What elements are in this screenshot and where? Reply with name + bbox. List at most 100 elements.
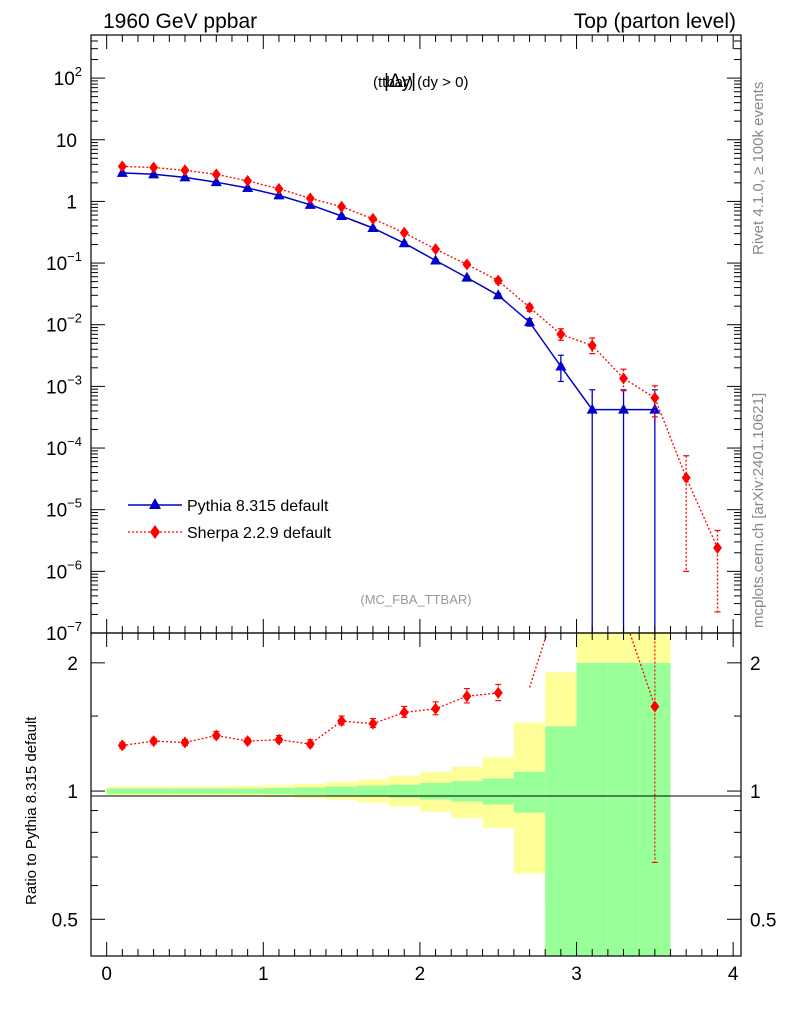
ratio-y-tick-label: 0.5 <box>52 910 78 931</box>
data-point-sherpa <box>305 192 315 205</box>
inner-band-bin <box>200 788 232 794</box>
data-point-sherpa <box>180 164 190 177</box>
data-point-pythia <box>179 171 191 182</box>
x-tick-label: 0 <box>101 964 112 985</box>
data-point-pythia <box>242 181 254 192</box>
ratio-data-point <box>305 737 315 750</box>
data-point-pythia <box>430 254 442 265</box>
inner-band-bin <box>169 788 201 794</box>
inner-band-bin <box>294 787 326 795</box>
y-tick-label: 10−7 <box>46 619 82 645</box>
data-point-sherpa <box>619 372 629 385</box>
ratio-series-layer <box>117 633 660 863</box>
data-point-sherpa <box>117 160 127 173</box>
ratio-y-tick-label: 1 <box>67 782 78 803</box>
data-point-sherpa <box>399 226 409 239</box>
data-point-sherpa <box>525 301 535 314</box>
inner-band-bin <box>451 781 483 802</box>
mcplots-label: mcplots.cern.ch [arXiv:2401.10621] <box>750 393 767 628</box>
series-line-pythia <box>122 172 655 411</box>
main-panel-frame <box>90 34 742 634</box>
data-point-sherpa <box>650 391 660 404</box>
legend-pythia-marker <box>149 498 161 509</box>
inner-band-bin <box>231 788 264 794</box>
rivet-version-label: Rivet 4.1.0, ≥ 100k events <box>750 82 767 255</box>
ratio-data-point <box>650 700 660 713</box>
data-point-sherpa <box>431 243 441 256</box>
ratio-data-point <box>243 735 253 748</box>
ratio-data-point <box>149 735 159 748</box>
inner-band-bin <box>137 788 170 794</box>
data-point-sherpa <box>681 471 691 484</box>
data-point-pythia <box>398 237 410 248</box>
ratio-y-tick-label-right: 0.5 <box>750 910 776 931</box>
inner-band-bin <box>357 785 389 797</box>
inner-band-bin <box>576 662 608 956</box>
ratio-data-point <box>180 736 190 749</box>
ratio-y-tick-label-right: 1 <box>750 782 761 803</box>
data-point-pythia <box>524 316 536 327</box>
header-energy-label: 1960 GeV ppbar <box>103 10 257 33</box>
ratio-data-point <box>211 729 221 742</box>
y-tick-label: 10−1 <box>46 249 82 275</box>
analysis-tag: (MC_FBA_TTBAR) <box>360 592 471 607</box>
legend: Pythia 8.315 default Sherpa 2.2.9 defaul… <box>128 498 332 542</box>
data-point-sherpa <box>243 174 253 187</box>
y-tick-label: 10 <box>56 131 77 152</box>
plot-title: |Δy| <box>384 71 416 92</box>
ratio-axis-ticks: 0.5 0.5 1 1 2 2 0 1 2 3 4 <box>52 633 776 985</box>
y-tick-label: 10−3 <box>46 372 82 398</box>
ratio-y-axis-label: Ratio to Pythia 8.315 default <box>23 716 40 905</box>
inner-band-bin <box>419 782 452 800</box>
main-axis-ticks: 102 10 1 10−1 10−2 10−3 10−4 10−5 10−6 10−7 <box>46 34 741 645</box>
ratio-y-tick-label-right: 2 <box>750 654 761 675</box>
y-tick-label: 1 <box>66 192 77 213</box>
data-point-sherpa <box>587 339 597 352</box>
uncertainty-bands <box>106 633 671 956</box>
ratio-data-point <box>462 690 472 703</box>
series-line-sherpa <box>122 165 719 549</box>
inner-band-bin <box>482 778 514 805</box>
data-point-sherpa <box>149 161 159 174</box>
legend-sherpa-marker <box>150 525 160 539</box>
inner-band-bin <box>388 784 420 798</box>
y-tick-label: 102 <box>54 64 82 90</box>
data-point-sherpa <box>274 182 284 195</box>
main-series-layer <box>116 160 723 633</box>
x-tick-label: 3 <box>571 964 582 985</box>
inner-band-bin <box>607 662 640 956</box>
data-point-pythia <box>492 289 504 300</box>
y-tick-label: 10−2 <box>46 311 82 337</box>
x-tick-label: 1 <box>258 964 269 985</box>
data-point-pythia <box>586 403 598 414</box>
data-point-sherpa <box>462 258 472 271</box>
data-point-pythia <box>210 176 222 187</box>
ratio-y-tick-label: 2 <box>67 654 78 675</box>
data-point-sherpa <box>493 274 503 287</box>
inner-band-bin <box>545 726 577 956</box>
ratio-series-line <box>122 692 499 747</box>
ratio-offscale-line <box>528 633 656 707</box>
ratio-data-point <box>431 702 441 715</box>
data-point-sherpa <box>713 541 723 554</box>
inner-band-bin <box>513 771 546 813</box>
ratio-data-point <box>117 739 127 752</box>
data-point-pythia <box>649 403 661 414</box>
data-point-pythia <box>461 271 473 282</box>
data-point-pythia <box>555 360 567 371</box>
inner-band-bin <box>325 786 358 796</box>
inner-band-bin <box>106 788 138 794</box>
ratio-data-point <box>274 733 284 746</box>
ratio-panel-frame <box>90 632 742 957</box>
x-tick-label: 4 <box>728 964 739 985</box>
data-point-sherpa <box>368 212 378 225</box>
data-point-sherpa <box>337 200 347 213</box>
data-point-sherpa <box>211 168 221 181</box>
ratio-data-point <box>337 715 347 728</box>
y-tick-label: 10−5 <box>46 496 82 522</box>
inner-band-bin <box>263 787 295 795</box>
data-point-pythia <box>367 222 379 233</box>
y-tick-label: 10−6 <box>46 557 82 583</box>
ratio-data-point <box>368 717 378 730</box>
